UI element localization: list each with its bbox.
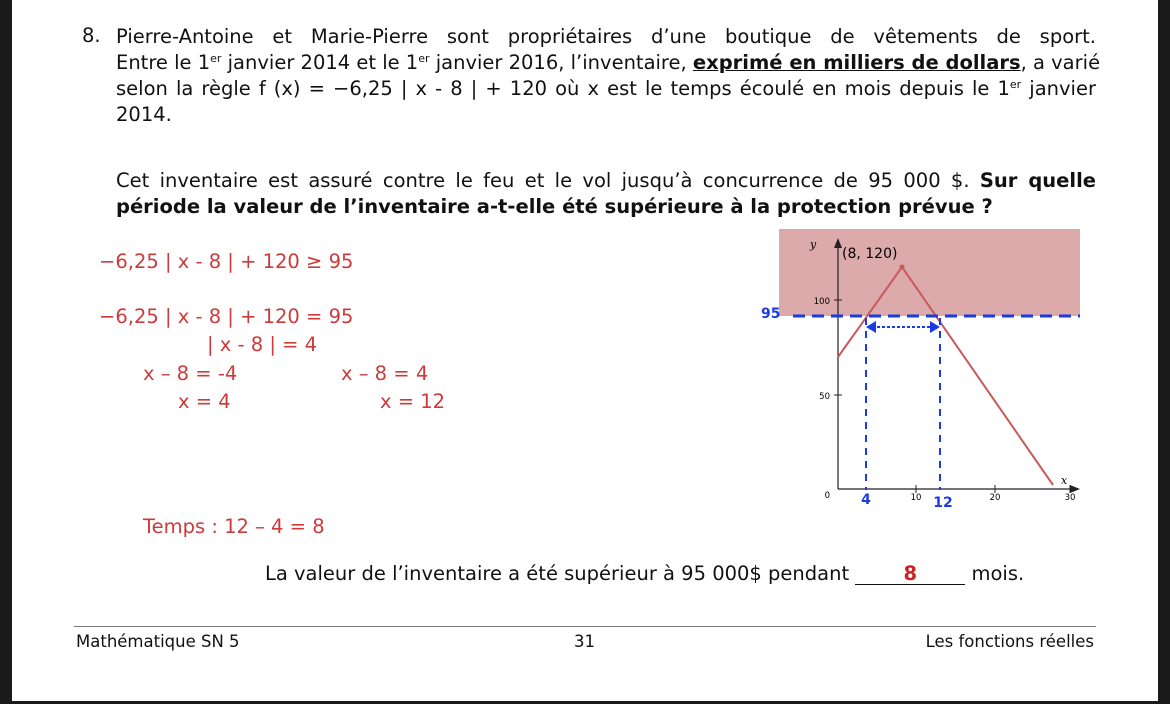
- work-solution-1: x = 4: [178, 390, 231, 413]
- work-solution-2: x = 12: [380, 390, 446, 413]
- y-axis-label: y: [809, 238, 817, 251]
- interval-arrow-left-head: [866, 321, 876, 333]
- ytick-50-label: 50: [819, 392, 830, 402]
- work-case-2: x – 8 = 4: [341, 362, 429, 385]
- footer-page-number: 31: [574, 632, 595, 651]
- interval-arrow-right-head: [930, 321, 940, 333]
- emphasis-text: exprimé en milliers de dollars: [692, 51, 1021, 74]
- threshold-label: 95: [761, 306, 780, 322]
- ytick-100-label: 100: [814, 297, 830, 307]
- work-case-1: x – 8 = -4: [143, 362, 238, 385]
- xtick-12-label: 12: [933, 495, 952, 511]
- question-statement: Pierre-Antoine et Marie-Pierre sont prop…: [116, 24, 1101, 128]
- question-prompt: Cet inventaire est assuré contre le feu …: [116, 168, 1096, 220]
- xtick-20-label: 20: [990, 493, 1001, 503]
- graph: 100 50 0 10 20 30 y x (8, 120) 95 4 12: [761, 229, 1080, 511]
- work-inequality: −6,25 | x - 8 | + 120 ≥ 95: [99, 250, 354, 273]
- footer-chapter: Les fonctions réelles: [925, 632, 1094, 651]
- prompt-line-1: Cet inventaire est assuré contre le feu …: [116, 169, 1096, 192]
- footer-divider: [74, 626, 1096, 627]
- xtick-10-label: 10: [911, 493, 922, 503]
- bottom-border: [0, 701, 1170, 704]
- statement-line-3: selon la règle f (x) = −6,25 | x - 8 | +…: [116, 77, 1096, 100]
- statement-line-1: Pierre-Antoine et Marie-Pierre sont prop…: [116, 25, 1096, 48]
- footer-course: Mathématique SN 5: [76, 632, 240, 651]
- answer-blank: 8: [855, 562, 966, 585]
- xtick-30-label: 30: [1065, 493, 1076, 503]
- answer-sentence: La valeur de l’inventaire a été supérieu…: [265, 562, 1025, 585]
- work-absolute-value: | x - 8 | = 4: [207, 333, 318, 356]
- work-temps: Temps : 12 – 4 = 8: [143, 515, 325, 538]
- vertex-point: [899, 264, 905, 270]
- x-axis-arrow: [1070, 485, 1080, 493]
- statement-line-4: 2014.: [116, 103, 172, 126]
- right-border: [1158, 0, 1170, 704]
- question-number: 8.: [82, 24, 101, 47]
- prompt-line-2: période la valeur de l’inventaire a-t-el…: [116, 195, 993, 218]
- xtick-0-label: 0: [825, 491, 830, 501]
- shaded-region: [779, 229, 1080, 316]
- work-equation: −6,25 | x - 8 | + 120 = 95: [99, 305, 354, 328]
- vertex-label: (8, 120): [842, 246, 897, 262]
- answer-value: 8: [903, 562, 918, 585]
- xtick-4-label: 4: [861, 492, 871, 508]
- x-axis-label: x: [1061, 474, 1068, 487]
- left-border: [0, 0, 12, 704]
- statement-line-2: Entre le 1er janvier 2014 et le 1er janv…: [116, 51, 1101, 74]
- y-axis-arrow: [834, 238, 842, 248]
